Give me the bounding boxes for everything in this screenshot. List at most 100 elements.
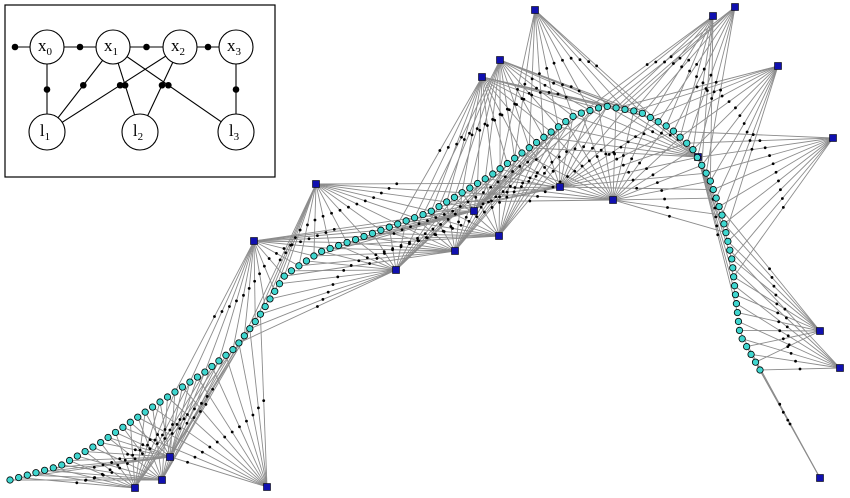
factor-dot [734, 106, 737, 110]
factor-dot [92, 476, 96, 480]
factor-dot [787, 343, 791, 347]
node-label-base: x [171, 36, 180, 55]
factor-dot [338, 208, 342, 212]
factor-dot [282, 247, 286, 250]
factor-dot [505, 190, 509, 194]
pose [261, 302, 269, 311]
factor-dot [688, 69, 691, 73]
pose [577, 109, 585, 117]
factor-dot [561, 83, 564, 87]
factor-dot [342, 268, 346, 272]
pose [489, 170, 497, 178]
pose [343, 238, 351, 247]
factor-dot [779, 188, 782, 192]
factor-dot [462, 138, 466, 141]
pose [240, 332, 248, 340]
factor-dot [516, 87, 519, 91]
landmark [774, 62, 782, 70]
pose [215, 357, 223, 365]
pose [676, 133, 684, 141]
factor-dot [487, 200, 490, 204]
factor-dot [155, 442, 159, 445]
factor-dot [520, 185, 523, 189]
factor-dot [368, 262, 372, 265]
pose [554, 123, 563, 131]
landmark [470, 207, 478, 215]
factor-dot [156, 433, 159, 436]
factor-dot [451, 227, 454, 230]
factor-dot [501, 190, 505, 193]
factor-dot [513, 102, 517, 106]
factor-dot [267, 257, 271, 260]
landmark [166, 453, 174, 461]
factor-dot [543, 190, 547, 194]
factor-dot [193, 407, 196, 411]
factor-dot [228, 305, 231, 308]
factor-dot [316, 305, 319, 308]
factor-dot [564, 95, 568, 99]
inset-node-label: x3 [227, 36, 242, 58]
factor-dot [186, 413, 189, 416]
factor-dot [547, 91, 551, 94]
inset-factor [232, 86, 240, 93]
factor-dot [577, 89, 581, 93]
pose [266, 295, 274, 303]
pose [163, 393, 172, 401]
node-label-subscript: 3 [236, 46, 242, 58]
factor-dot [494, 195, 498, 199]
factor-dot [391, 247, 395, 250]
landmark [709, 12, 717, 20]
factor-dot [768, 267, 771, 271]
factor-dot [148, 447, 152, 451]
pose [481, 175, 489, 183]
factor-dot [619, 145, 623, 149]
factor-dot [538, 91, 542, 94]
factor-dot [475, 215, 479, 219]
pose [689, 146, 697, 154]
landmark [158, 476, 166, 484]
landmark [496, 56, 504, 64]
inset-node-label: l2 [133, 121, 143, 143]
factor-dot [505, 107, 509, 111]
pose [208, 362, 216, 371]
factor-dot [663, 60, 666, 64]
pose [385, 223, 393, 231]
factor-dot [468, 131, 471, 135]
factor-dot [84, 478, 87, 482]
factor-dot [543, 83, 547, 87]
pose [280, 272, 288, 280]
factor-dot [565, 150, 568, 154]
factor-dot [569, 85, 573, 89]
pose [295, 262, 303, 270]
factor-dot [460, 135, 463, 139]
factor-dot [668, 133, 672, 137]
factor-dot [355, 202, 359, 206]
factor-dot [503, 175, 507, 179]
factor-dot [349, 264, 353, 267]
factor-dot [375, 257, 379, 260]
factor-dot [75, 481, 79, 485]
factor-dot [110, 461, 114, 464]
factor-dot [776, 311, 780, 315]
pose [511, 154, 519, 162]
landmark [836, 364, 844, 372]
factor-dot [481, 191, 485, 194]
pose [747, 350, 755, 358]
factor-dot [175, 423, 179, 426]
node-label-subscript: 1 [45, 131, 51, 143]
factor-dot [321, 297, 325, 301]
inset-node [121, 113, 159, 151]
pose [730, 282, 739, 290]
factor-dot [631, 178, 635, 182]
pose [419, 211, 427, 219]
factor-dot [331, 283, 335, 286]
pose [32, 469, 40, 477]
landmark [609, 196, 617, 204]
factor-dot [704, 87, 708, 90]
pose [310, 252, 318, 260]
pose [89, 443, 97, 451]
pose [654, 118, 662, 126]
factor-dot [491, 118, 495, 121]
inset-factor [165, 81, 172, 89]
factor-dot [306, 223, 309, 227]
